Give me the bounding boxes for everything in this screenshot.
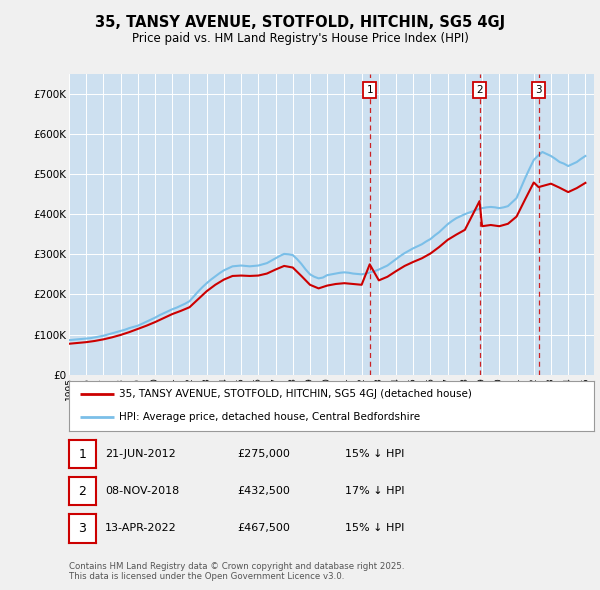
Text: 17% ↓ HPI: 17% ↓ HPI (345, 486, 404, 496)
Text: 35, TANSY AVENUE, STOTFOLD, HITCHIN, SG5 4GJ: 35, TANSY AVENUE, STOTFOLD, HITCHIN, SG5… (95, 15, 505, 30)
Text: 1: 1 (79, 447, 86, 461)
Text: 15% ↓ HPI: 15% ↓ HPI (345, 523, 404, 533)
Text: Price paid vs. HM Land Registry's House Price Index (HPI): Price paid vs. HM Land Registry's House … (131, 32, 469, 45)
Text: £432,500: £432,500 (237, 486, 290, 496)
Text: 1: 1 (367, 85, 373, 95)
Text: £275,000: £275,000 (237, 449, 290, 459)
Text: 3: 3 (535, 85, 542, 95)
Text: 2: 2 (476, 85, 483, 95)
Text: HPI: Average price, detached house, Central Bedfordshire: HPI: Average price, detached house, Cent… (119, 412, 420, 422)
Text: 21-JUN-2012: 21-JUN-2012 (105, 449, 176, 459)
Text: 3: 3 (79, 522, 86, 535)
Text: 13-APR-2022: 13-APR-2022 (105, 523, 177, 533)
Text: 15% ↓ HPI: 15% ↓ HPI (345, 449, 404, 459)
Text: 08-NOV-2018: 08-NOV-2018 (105, 486, 179, 496)
Text: 2: 2 (79, 484, 86, 498)
Text: £467,500: £467,500 (237, 523, 290, 533)
Text: 35, TANSY AVENUE, STOTFOLD, HITCHIN, SG5 4GJ (detached house): 35, TANSY AVENUE, STOTFOLD, HITCHIN, SG5… (119, 389, 472, 399)
Text: Contains HM Land Registry data © Crown copyright and database right 2025.
This d: Contains HM Land Registry data © Crown c… (69, 562, 404, 581)
